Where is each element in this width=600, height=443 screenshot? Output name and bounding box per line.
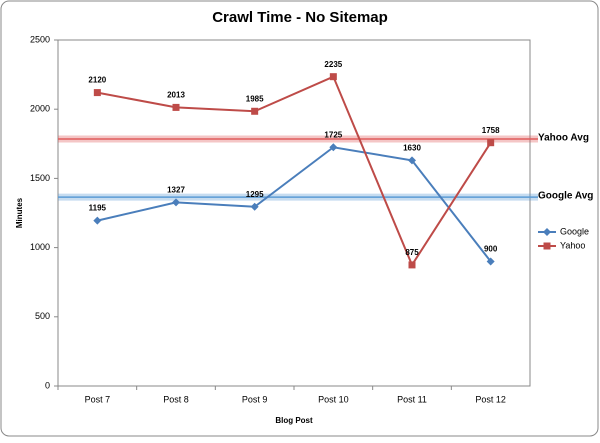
y-tick-label: 1000 (30, 242, 50, 252)
x-axis-title: Blog Post (275, 416, 313, 425)
point (251, 107, 259, 115)
point (543, 242, 551, 250)
point (487, 139, 495, 147)
point (93, 89, 101, 97)
x-tick-label: Post 12 (475, 394, 506, 404)
data-label: 1295 (246, 190, 264, 199)
y-tick-label: 1500 (30, 173, 50, 183)
y-tick-label: 500 (35, 311, 50, 321)
point (408, 156, 416, 165)
reference-label: Yahoo Avg (538, 133, 589, 144)
series-line (97, 75, 492, 268)
point (172, 198, 180, 207)
point (93, 216, 102, 225)
data-label: 1195 (89, 204, 107, 213)
data-label: 1725 (324, 130, 342, 139)
x-tick-label: Post 8 (163, 394, 189, 404)
data-label: 900 (484, 245, 498, 254)
data-label: 1758 (482, 126, 500, 135)
y-tick-label: 2500 (30, 34, 50, 44)
data-label: 2120 (88, 76, 106, 85)
chart-title: Crawl Time - No Sitemap (212, 9, 388, 26)
point (408, 261, 416, 269)
legend-label: Yahoo (560, 240, 585, 250)
x-tick-label: Post 7 (85, 394, 111, 404)
data-label: 2013 (167, 91, 185, 100)
point (329, 143, 338, 152)
data-label: 1985 (246, 94, 264, 103)
series-line (97, 146, 492, 263)
data-label: 1630 (403, 144, 421, 153)
x-tick-label: Post 10 (318, 394, 349, 404)
point (250, 202, 259, 211)
point (329, 73, 337, 81)
legend-label: Google (560, 226, 589, 236)
y-tick-label: 0 (45, 380, 50, 390)
y-tick-label: 2000 (30, 104, 50, 114)
reference-label: Google Avg (538, 191, 593, 202)
point (486, 257, 495, 266)
x-tick-label: Post 11 (397, 394, 427, 404)
data-label: 1327 (167, 185, 185, 194)
data-label: 875 (405, 248, 419, 257)
point (172, 103, 180, 111)
x-tick-label: Post 9 (242, 394, 268, 404)
data-label: 2235 (324, 60, 342, 69)
y-axis-title: Minutes (15, 197, 24, 228)
point (543, 228, 551, 236)
